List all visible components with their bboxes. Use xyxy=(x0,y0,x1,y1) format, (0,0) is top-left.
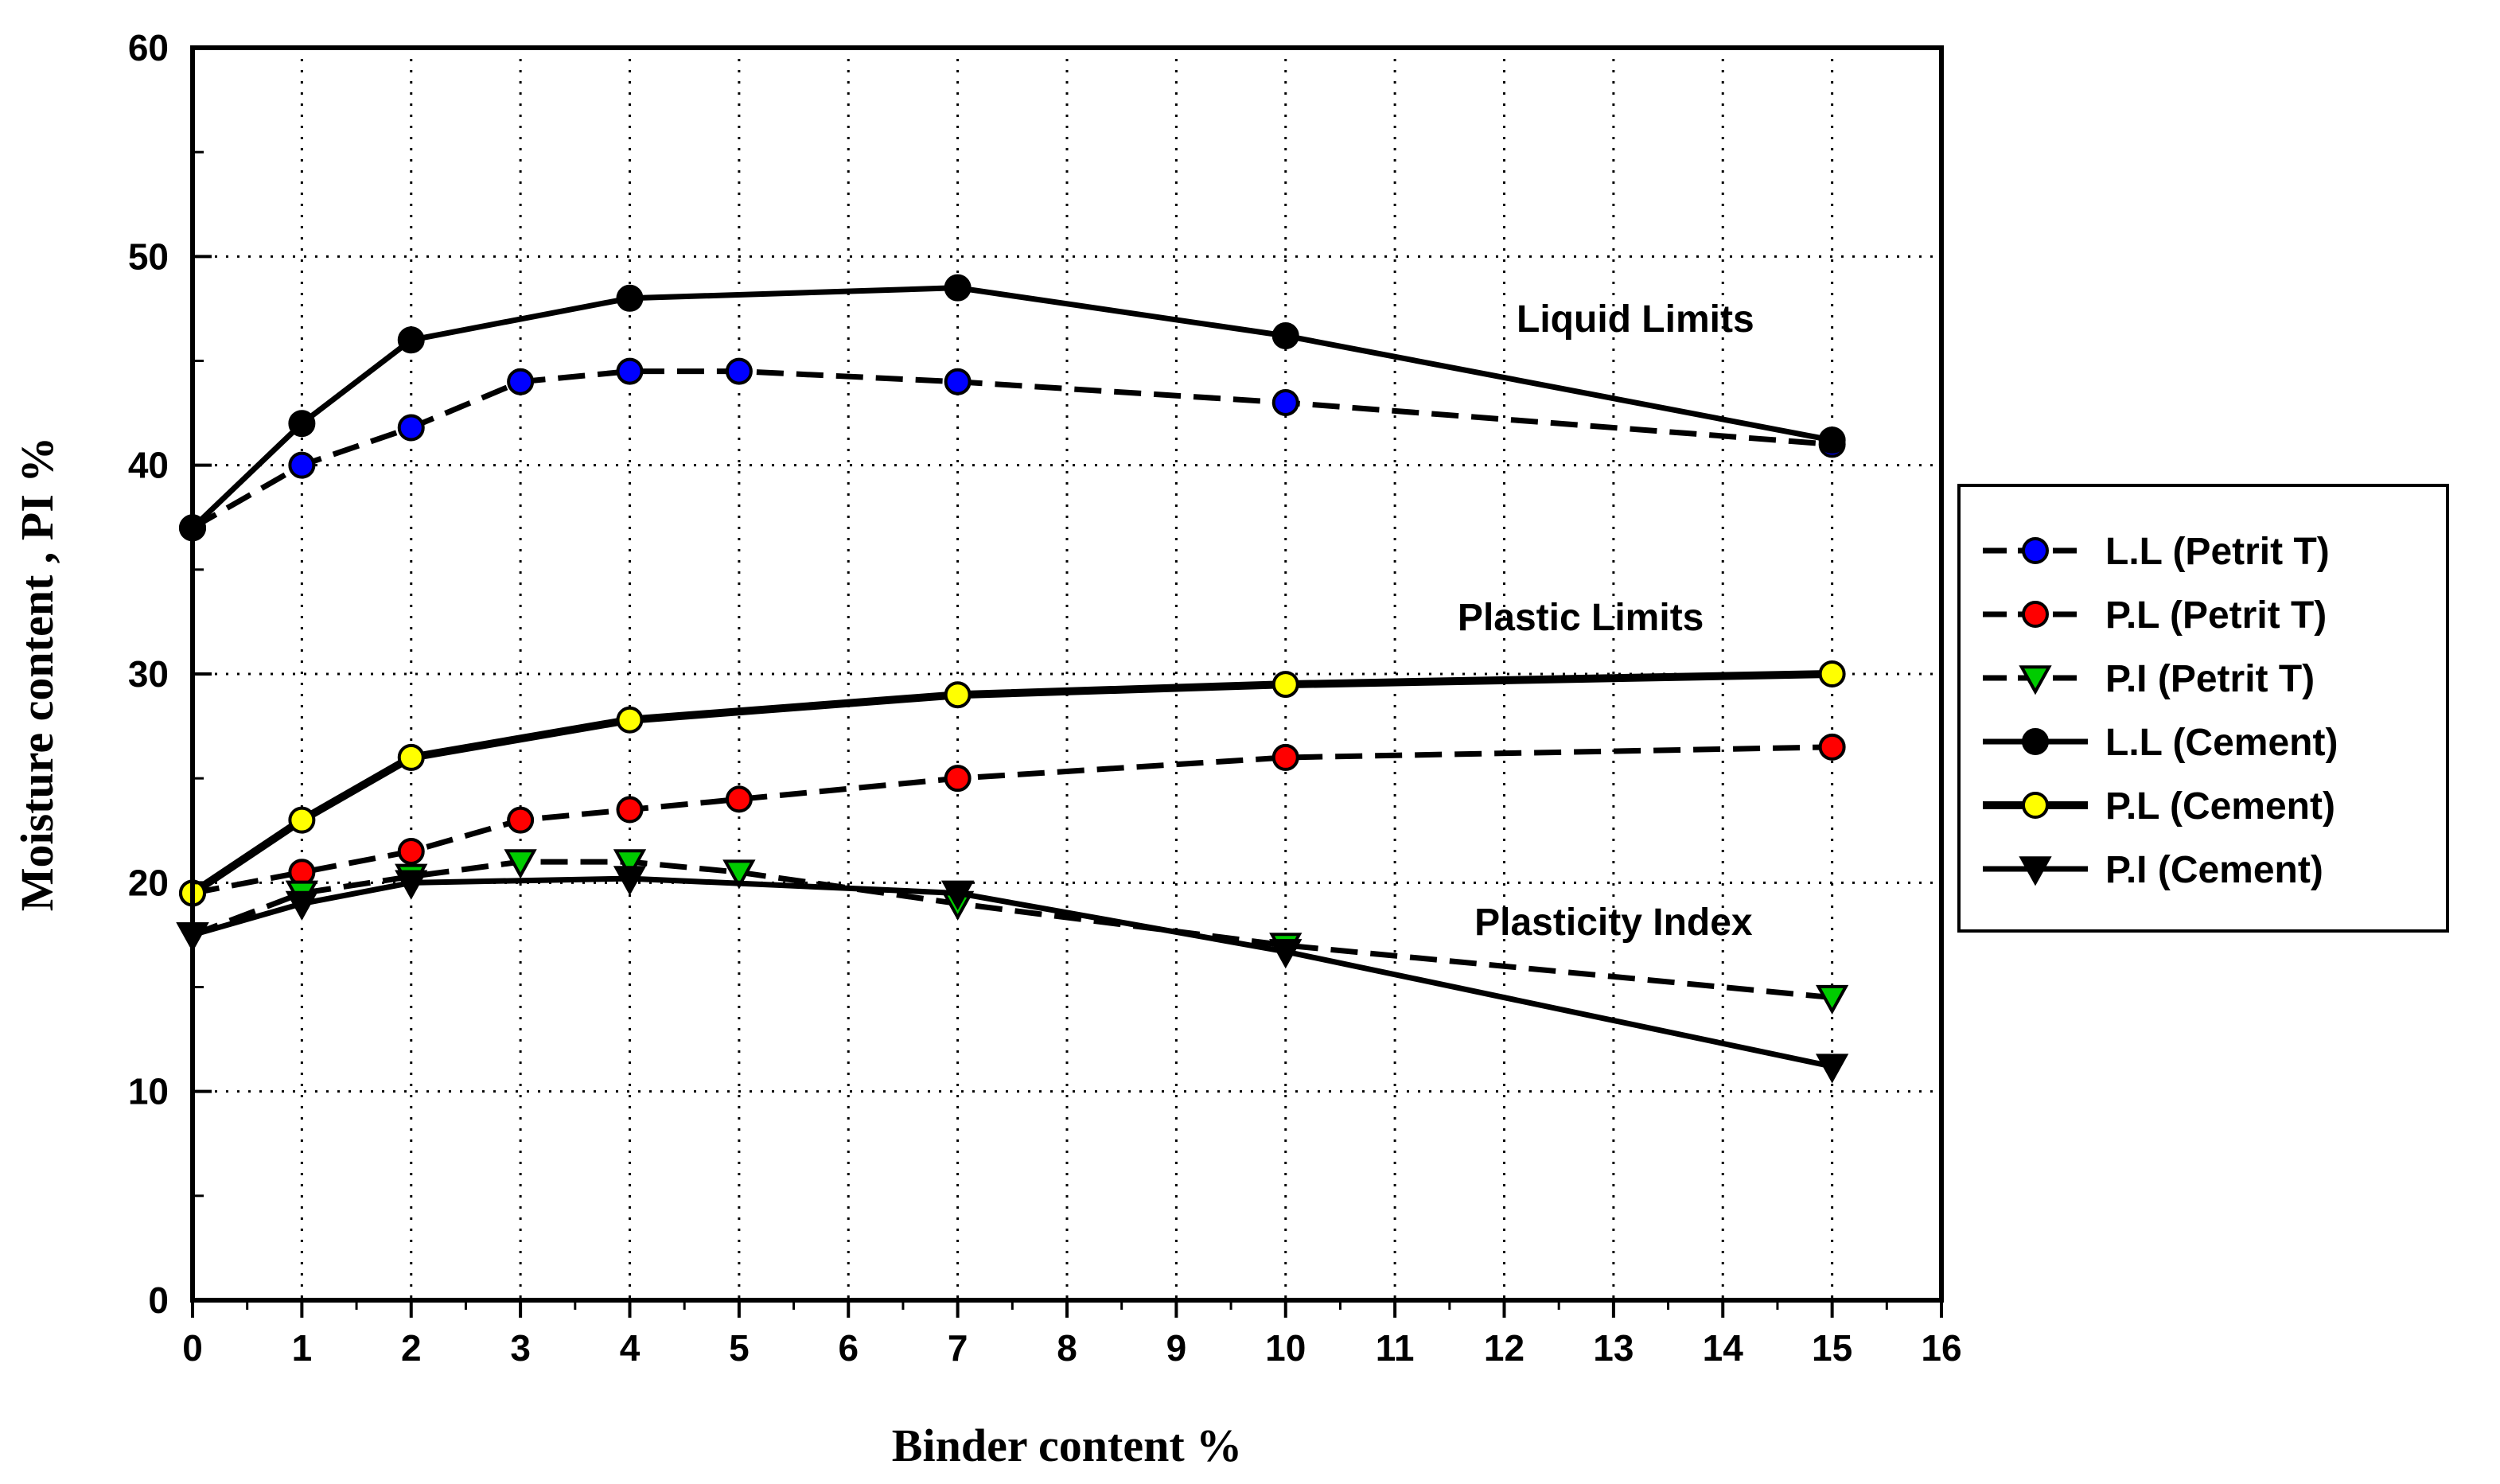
legend-label: L.L (Petrit T) xyxy=(2105,531,2330,573)
data-point xyxy=(940,880,975,910)
y-tick-label: 20 xyxy=(128,862,169,903)
series-1 xyxy=(179,357,1846,542)
legend-marker xyxy=(2022,728,2049,755)
x-tick-label: 3 xyxy=(510,1327,531,1369)
x-tick-label: 9 xyxy=(1166,1327,1187,1369)
annotations: Liquid Limits Plastic Limits Plasticity In… xyxy=(1458,298,1754,944)
x-tick-label: 1 xyxy=(292,1327,313,1369)
data-point xyxy=(616,706,644,734)
annotation-label: Liquid Limits xyxy=(1517,298,1754,341)
series-5 xyxy=(179,660,1846,907)
series-4 xyxy=(179,274,1846,542)
x-tick-label: 16 xyxy=(1921,1327,1961,1369)
data-point xyxy=(504,849,537,879)
data-point xyxy=(613,849,647,879)
annotation-label: Plastic Limits xyxy=(1458,597,1704,639)
x-tick-label: 13 xyxy=(1593,1327,1634,1369)
data-point xyxy=(285,890,319,921)
data-point xyxy=(1271,743,1299,771)
y-tick-label: 40 xyxy=(128,445,169,486)
legend-item: L.L (Cement) xyxy=(1983,722,2338,764)
x-tick-label: 10 xyxy=(1265,1327,1306,1369)
data-point xyxy=(397,837,425,865)
y-tick-label: 30 xyxy=(128,653,169,695)
legend-item: P.I (Petrit T) xyxy=(1983,658,2315,700)
data-point xyxy=(725,785,753,813)
data-point xyxy=(395,870,428,900)
axis-ticks xyxy=(191,46,1943,1318)
annotation-label: Plasticity Index xyxy=(1474,902,1753,944)
data-point xyxy=(288,806,316,834)
legend-item: P.I (Cement) xyxy=(1983,849,2323,891)
legend-label: P.I (Petrit T) xyxy=(2105,658,2315,700)
data-point xyxy=(1271,322,1299,350)
legend-label: L.L (Cement) xyxy=(2105,722,2338,764)
series-6 xyxy=(176,866,1849,1084)
legend-marker xyxy=(2022,537,2049,564)
legend-item: L.L (Petrit T) xyxy=(1983,531,2330,573)
x-tick-label: 2 xyxy=(401,1327,422,1369)
legend-label: P.L (Cement) xyxy=(2105,785,2335,828)
legend-marker xyxy=(2019,856,2052,886)
y-tick-label: 50 xyxy=(128,236,169,277)
x-tick-label: 12 xyxy=(1484,1327,1525,1369)
legend: L.L (Petrit T) P.L (Petrit T) P.I (Petrit … xyxy=(1957,484,2449,933)
legend-label: P.L (Petrit T) xyxy=(2105,594,2327,637)
x-tick-label: 7 xyxy=(948,1327,968,1369)
legend-item: P.L (Petrit T) xyxy=(1983,594,2327,637)
data-point xyxy=(944,274,972,302)
data-point xyxy=(722,859,756,890)
x-tick-label: 11 xyxy=(1376,1327,1415,1369)
legend-marker xyxy=(2022,601,2049,628)
legend-marker xyxy=(2019,665,2052,695)
data-point xyxy=(944,765,972,793)
data-point xyxy=(944,368,972,395)
legend-item: P.L (Cement) xyxy=(1983,785,2335,828)
legend-marker xyxy=(2022,792,2049,819)
y-tick-label: 0 xyxy=(148,1280,169,1321)
data-point xyxy=(397,326,425,354)
x-tick-label: 8 xyxy=(1057,1327,1077,1369)
data-point xyxy=(616,284,644,312)
x-tick-label: 0 xyxy=(182,1327,203,1369)
data-point xyxy=(1815,1054,1849,1084)
x-tick-label: 15 xyxy=(1812,1327,1852,1369)
y-tick-label: 10 xyxy=(128,1071,169,1112)
x-axis-title: Binder content % xyxy=(892,1420,1242,1471)
x-tick-label: 5 xyxy=(729,1327,750,1369)
data-point xyxy=(397,414,425,442)
series-line xyxy=(190,670,1832,897)
data-point xyxy=(1818,733,1846,761)
data-point xyxy=(1818,660,1846,687)
data-point xyxy=(725,357,753,385)
data-point xyxy=(616,357,644,385)
data-point xyxy=(1269,939,1303,969)
data-point xyxy=(944,681,972,709)
data-point xyxy=(397,743,425,771)
data-point xyxy=(288,410,316,438)
data-point xyxy=(288,451,316,479)
x-tick-label: 4 xyxy=(620,1327,641,1369)
data-point xyxy=(616,796,644,824)
data-point xyxy=(1271,388,1299,416)
y-axis-title: Moisture content , PI % xyxy=(11,437,63,912)
data-point xyxy=(1271,671,1299,699)
y-tick-label: 60 xyxy=(128,27,169,68)
data-point xyxy=(1818,427,1846,454)
series-layer xyxy=(176,274,1849,1084)
x-tick-label: 14 xyxy=(1703,1327,1744,1369)
data-point xyxy=(507,368,535,395)
data-point xyxy=(1815,984,1849,1015)
legend-label: P.I (Cement) xyxy=(2105,849,2323,891)
x-tick-label: 6 xyxy=(838,1327,859,1369)
series-line xyxy=(191,368,1832,531)
data-point xyxy=(507,806,535,834)
data-point xyxy=(613,866,647,896)
